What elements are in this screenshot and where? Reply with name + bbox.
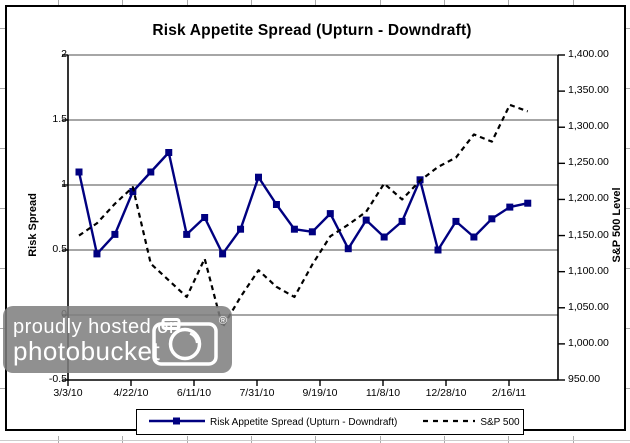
right-axis-tick-label: 1,250.00 xyxy=(568,156,609,169)
x-axis-tick-label: 9/19/10 xyxy=(302,387,338,399)
legend-sample-spread-line xyxy=(149,416,205,429)
right-axis-tick-label: 1,000.00 xyxy=(568,336,609,349)
series-sp500 xyxy=(78,103,529,329)
left-axis-tick-label: 2 xyxy=(61,48,67,60)
data-point-marker xyxy=(272,201,280,208)
left-axis-tick-label: -0.5 xyxy=(48,373,67,385)
cell-gridline-mark xyxy=(626,88,630,89)
right-axis-tick-label: 1,350.00 xyxy=(568,84,609,97)
camera-icon xyxy=(152,318,220,371)
cell-gridline-mark xyxy=(444,436,445,443)
cell-gridline-mark xyxy=(122,0,123,5)
right-axis-tick-label: 1,300.00 xyxy=(568,120,609,133)
data-point-marker xyxy=(165,149,173,156)
data-point-marker xyxy=(524,199,532,207)
data-point-marker xyxy=(93,250,101,258)
data-point-marker xyxy=(434,246,442,254)
left-axis-tick-label: 1 xyxy=(61,178,67,190)
cell-gridline-mark xyxy=(187,0,188,5)
cell-gridline-mark xyxy=(187,436,188,443)
cell-gridline-mark xyxy=(315,436,316,443)
cell-gridline-mark xyxy=(0,28,5,29)
left-axis-tick-label: 0.5 xyxy=(52,243,67,255)
data-point-marker xyxy=(506,203,514,211)
cell-gridline-mark xyxy=(58,436,59,443)
x-axis-tick-label: 4/22/10 xyxy=(113,387,149,399)
cell-gridline-mark xyxy=(251,436,252,443)
data-point-marker xyxy=(183,230,191,238)
x-axis-tick-label: 11/8/10 xyxy=(365,387,401,399)
x-axis-tick-label: 3/3/10 xyxy=(53,387,83,399)
x-axis-tick-label: 6/11/10 xyxy=(176,387,212,399)
data-point-marker xyxy=(237,225,245,233)
cell-gridline-mark xyxy=(626,208,630,209)
legend-label-spread: Risk Appetite Spread (Upturn - Downdraft… xyxy=(210,416,398,428)
registered-trademark-icon: ® xyxy=(218,315,227,327)
cell-gridline-mark xyxy=(626,148,630,149)
right-axis-tick-label: 1,050.00 xyxy=(568,300,609,313)
cell-gridline-mark xyxy=(0,268,5,269)
data-point-marker xyxy=(398,217,406,225)
cell-gridline-mark xyxy=(626,328,630,329)
cell-gridline-mark xyxy=(0,88,5,89)
x-axis-tick-label: 12/28/10 xyxy=(425,387,467,399)
data-point-marker xyxy=(111,230,119,238)
cell-gridline-mark xyxy=(0,388,5,389)
data-point-marker xyxy=(380,233,388,241)
right-axis-tick-label: 1,150.00 xyxy=(568,228,609,241)
legend: Risk Appetite Spread (Upturn - Downdraft… xyxy=(136,409,524,435)
cell-gridline-mark xyxy=(573,0,574,5)
plot-area xyxy=(62,54,565,386)
data-point-marker xyxy=(488,215,496,223)
right-axis-tick-label: 1,100.00 xyxy=(568,264,609,277)
cell-gridline-mark xyxy=(380,436,381,443)
cell-gridline-mark xyxy=(626,268,630,269)
cell-gridline-mark xyxy=(573,436,574,443)
cell-gridline-mark xyxy=(315,0,316,5)
data-point-marker xyxy=(290,225,298,233)
cell-gridline-mark xyxy=(0,208,5,209)
data-point-marker xyxy=(147,168,155,176)
right-axis-tick-label: 950.00 xyxy=(568,373,601,385)
left-axis-tick-label: 1.5 xyxy=(52,113,67,125)
data-point-marker xyxy=(470,233,478,241)
data-point-marker xyxy=(75,168,83,176)
series-risk-spread xyxy=(77,151,529,256)
cell-gridline-mark xyxy=(251,0,252,5)
cell-gridline-mark xyxy=(508,436,509,443)
data-point-marker xyxy=(308,228,316,236)
data-point-marker xyxy=(344,245,352,253)
legend-label-sp500: S&P 500 xyxy=(480,416,520,428)
cell-gridline-mark xyxy=(58,0,59,5)
cell-gridline-mark xyxy=(626,28,630,29)
right-axis-tick-label: 1,400.00 xyxy=(568,48,609,60)
watermark-line2: photobucket xyxy=(13,335,161,366)
legend-sample-sp500-line xyxy=(423,416,476,429)
data-point-marker xyxy=(219,250,227,258)
right-axis-tick-label: 1,200.00 xyxy=(568,192,609,205)
cell-gridline-mark xyxy=(508,0,509,5)
data-point-marker xyxy=(452,217,460,225)
data-point-marker xyxy=(326,210,334,218)
cell-gridline-mark xyxy=(626,388,630,389)
data-point-marker xyxy=(255,173,262,181)
cell-gridline-mark xyxy=(0,328,5,329)
cell-gridline-mark xyxy=(122,436,123,443)
chart-title: Risk Appetite Spread (Upturn - Downdraft… xyxy=(152,22,472,39)
data-point-marker xyxy=(201,214,209,221)
cell-gridline-mark xyxy=(380,0,381,5)
spreadsheet-row-line xyxy=(0,440,630,441)
x-axis-tick-label: 2/16/11 xyxy=(491,387,527,399)
watermark-line1: proudly hosted on xyxy=(13,315,181,338)
chart-frame: Risk Appetite Spread (Upturn - Downdraft… xyxy=(5,5,626,435)
data-point-marker xyxy=(362,216,370,224)
x-axis-tick-label: 7/31/10 xyxy=(239,387,275,399)
photobucket-watermark: proudly hosted on photobucket ® xyxy=(3,306,232,373)
watermark-text: proudly hosted on photobucket xyxy=(3,316,232,364)
cell-gridline-mark xyxy=(0,148,5,149)
cell-gridline-mark xyxy=(444,0,445,5)
